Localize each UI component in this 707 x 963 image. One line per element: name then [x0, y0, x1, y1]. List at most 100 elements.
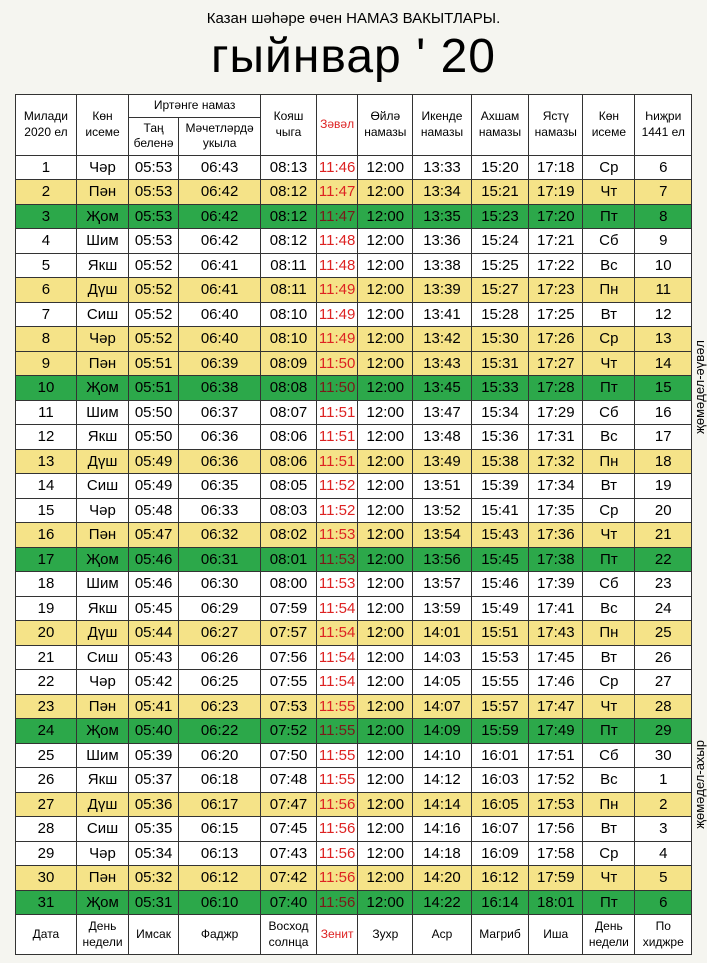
- foot-asr: Аср: [413, 915, 471, 955]
- cell-d: 3: [16, 204, 77, 229]
- cell-d: 19: [16, 596, 77, 621]
- cell-t3: 08:00: [261, 572, 317, 597]
- cell-t4: 12:00: [358, 890, 413, 915]
- cell-h: 4: [635, 841, 692, 866]
- cell-t1: 05:49: [129, 474, 179, 499]
- cell-t4: 12:00: [358, 498, 413, 523]
- cell-t2: 06:18: [179, 768, 261, 793]
- cell-t3: 07:47: [261, 792, 317, 817]
- cell-t2: 06:20: [179, 743, 261, 768]
- cell-t3: 07:48: [261, 768, 317, 793]
- cell-t2: 06:13: [179, 841, 261, 866]
- table-row: 13Дүш05:4906:3608:0611:5112:0013:4915:38…: [16, 449, 692, 474]
- cell-t3: 07:43: [261, 841, 317, 866]
- cell-z: 11:54: [316, 645, 357, 670]
- cell-dn: Чәр: [76, 327, 128, 352]
- cell-t3: 07:50: [261, 743, 317, 768]
- cell-t4: 12:00: [358, 229, 413, 254]
- cell-t1: 05:49: [129, 449, 179, 474]
- foot-den: День недели: [76, 915, 128, 955]
- table-row: 5Якш05:5206:4108:1111:4812:0013:3815:251…: [16, 253, 692, 278]
- cell-dn: Шим: [76, 400, 128, 425]
- cell-dn2: Ср: [583, 841, 635, 866]
- foot-zuhr: Зухр: [358, 915, 413, 955]
- cell-dn2: Вс: [583, 253, 635, 278]
- table-row: 22Чәр05:4206:2507:5511:5412:0014:0515:55…: [16, 670, 692, 695]
- cell-z: 11:54: [316, 596, 357, 621]
- cell-t5: 13:49: [413, 449, 471, 474]
- cell-t5: 14:14: [413, 792, 471, 817]
- cell-t2: 06:27: [179, 621, 261, 646]
- cell-dn2: Чт: [583, 180, 635, 205]
- cell-t4: 12:00: [358, 278, 413, 303]
- cell-dn2: Чт: [583, 351, 635, 376]
- cell-z: 11:46: [316, 155, 357, 180]
- cell-h: 2: [635, 792, 692, 817]
- foot-fajr: Фаджр: [179, 915, 261, 955]
- cell-d: 15: [16, 498, 77, 523]
- cell-t1: 05:52: [129, 278, 179, 303]
- cell-h: 29: [635, 719, 692, 744]
- table-row: 6Дүш05:5206:4108:1111:4912:0013:3915:271…: [16, 278, 692, 303]
- table-row: 26Якш05:3706:1807:4811:5512:0014:1216:03…: [16, 768, 692, 793]
- cell-t7: 17:58: [529, 841, 583, 866]
- cell-dn: Җом: [76, 547, 128, 572]
- cell-t1: 05:31: [129, 890, 179, 915]
- cell-t5: 14:07: [413, 694, 471, 719]
- cell-t1: 05:34: [129, 841, 179, 866]
- cell-d: 22: [16, 670, 77, 695]
- cell-z: 11:53: [316, 523, 357, 548]
- table-row: 19Якш05:4506:2907:5911:5412:0013:5915:49…: [16, 596, 692, 621]
- cell-t5: 14:12: [413, 768, 471, 793]
- cell-t3: 07:40: [261, 890, 317, 915]
- cell-dn: Чәр: [76, 841, 128, 866]
- cell-t3: 08:13: [261, 155, 317, 180]
- cell-z: 11:52: [316, 498, 357, 523]
- col-sunrise: Кояш чыга: [261, 95, 317, 156]
- cell-t4: 12:00: [358, 670, 413, 695]
- cell-t7: 17:25: [529, 302, 583, 327]
- cell-t4: 12:00: [358, 547, 413, 572]
- cell-t3: 08:11: [261, 278, 317, 303]
- col-dayname: Көн исеме: [76, 95, 128, 156]
- cell-t7: 17:35: [529, 498, 583, 523]
- cell-t1: 05:51: [129, 376, 179, 401]
- cell-dn: Якш: [76, 425, 128, 450]
- cell-dn2: Пт: [583, 376, 635, 401]
- cell-t2: 06:12: [179, 866, 261, 891]
- cell-d: 21: [16, 645, 77, 670]
- foot-voskhod: Восход солнца: [261, 915, 317, 955]
- cell-h: 12: [635, 302, 692, 327]
- cell-t6: 15:34: [471, 400, 529, 425]
- cell-t3: 08:09: [261, 351, 317, 376]
- cell-t2: 06:22: [179, 719, 261, 744]
- cell-t6: 15:31: [471, 351, 529, 376]
- cell-t5: 14:22: [413, 890, 471, 915]
- cell-t3: 07:59: [261, 596, 317, 621]
- cell-dn2: Чт: [583, 694, 635, 719]
- cell-d: 18: [16, 572, 77, 597]
- cell-t7: 17:53: [529, 792, 583, 817]
- cell-t4: 12:00: [358, 719, 413, 744]
- cell-t5: 13:33: [413, 155, 471, 180]
- cell-t5: 13:47: [413, 400, 471, 425]
- cell-t2: 06:32: [179, 523, 261, 548]
- cell-d: 5: [16, 253, 77, 278]
- cell-t6: 15:55: [471, 670, 529, 695]
- cell-dn: Сиш: [76, 817, 128, 842]
- cell-z: 11:55: [316, 743, 357, 768]
- cell-t6: 15:51: [471, 621, 529, 646]
- cell-t1: 05:52: [129, 253, 179, 278]
- cell-t6: 16:09: [471, 841, 529, 866]
- cell-t7: 17:28: [529, 376, 583, 401]
- cell-d: 14: [16, 474, 77, 499]
- cell-t6: 16:12: [471, 866, 529, 891]
- cell-d: 10: [16, 376, 77, 401]
- table-row: 18Шим05:4606:3008:0011:5312:0013:5715:46…: [16, 572, 692, 597]
- cell-t6: 16:14: [471, 890, 529, 915]
- cell-t2: 06:40: [179, 302, 261, 327]
- cell-h: 30: [635, 743, 692, 768]
- cell-t2: 06:37: [179, 400, 261, 425]
- cell-t4: 12:00: [358, 425, 413, 450]
- cell-h: 19: [635, 474, 692, 499]
